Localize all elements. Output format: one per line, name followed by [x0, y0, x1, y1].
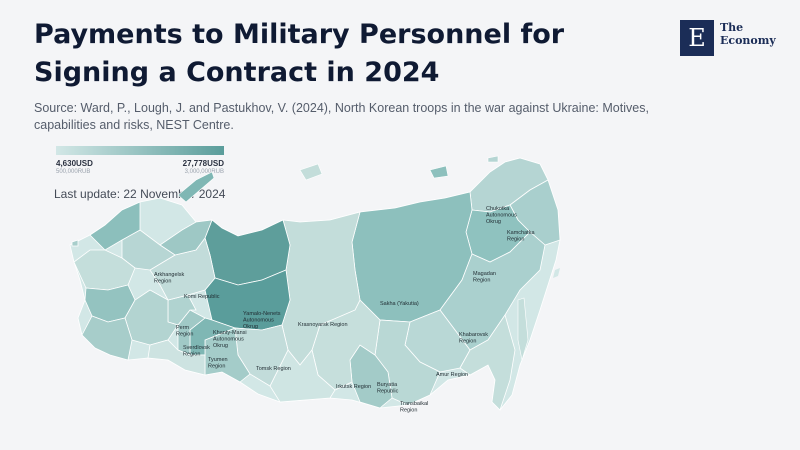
label-komi: Komi Republic: [184, 294, 220, 300]
label-yamalo-nenets: Yamalo-Nenets Autonomous Okrug: [243, 311, 282, 330]
novaya-zemlya: [177, 171, 215, 203]
legend-min-label: 4,630USD: [56, 159, 93, 168]
label-arkhangelsk: Arkhangelsk Region: [154, 272, 186, 285]
russia-choropleth-map: Chukotka Autonomous Okrug Kamchatka Regi…: [0, 150, 800, 450]
label-khabarovsk: Khabarovsk Region: [459, 332, 490, 345]
label-chukotka: Chukotka Autonomous Okrug: [486, 206, 518, 225]
color-legend: 4,630USD 27,778USD 500,000RUB 3,000,000R…: [56, 146, 224, 176]
new-siberian-islands: [429, 165, 449, 179]
logo-line-2: Economy: [720, 34, 776, 47]
logo-line-1: The: [720, 21, 744, 34]
region-primorye: [459, 314, 516, 411]
region-kaliningrad: [71, 239, 79, 247]
label-transbaikal: Transbaikal Region: [400, 401, 430, 414]
legend-max-sublabel: 3,000,000RUB: [184, 169, 224, 175]
region-karelia-murmansk: [89, 201, 141, 251]
legend-min-sublabel: 500,000RUB: [56, 169, 91, 175]
page-title: Payments to Military Personnel for Signi…: [34, 19, 565, 88]
wrangel-island: [487, 155, 499, 163]
label-magadan: Magadan Region: [473, 271, 497, 284]
legend-gradient-bar: [56, 146, 224, 155]
severnaya-zemlya: [299, 163, 323, 181]
label-perm: Perm Region: [176, 325, 193, 338]
source-note: Source: Ward, P., Lough, J. and Pastukho…: [34, 101, 649, 132]
region-nenets: [159, 219, 213, 256]
label-buryatia: Buryatia Republic: [377, 382, 399, 395]
the-economy-logo: E The Economy: [680, 20, 780, 58]
region-volga: [124, 289, 179, 346]
label-amur: Amur Region: [436, 372, 468, 378]
logo-wordmark: The Economy: [720, 21, 780, 47]
kuril-islands: [553, 268, 560, 278]
label-tyumen: Tyumen Region: [208, 357, 229, 370]
label-sakha: Sakha (Yakutia): [380, 301, 419, 307]
sakhalin-island: [517, 297, 529, 361]
map-svg: Chukotka Autonomous Okrug Kamchatka Regi…: [69, 155, 561, 414]
label-khanty-mansi: Khanty-Mansi Autonomous Okrug: [213, 330, 248, 349]
label-irkutsk: Irkutsk Region: [336, 384, 371, 390]
map-labels: Chukotka Autonomous Okrug Kamchatka Regi…: [154, 206, 536, 414]
region-tuva-altai: [269, 349, 336, 403]
region-south: [81, 315, 133, 361]
label-tomsk: Tomsk Region: [256, 366, 291, 372]
label-krasnoyarsk: Krasnoyarsk Region: [298, 322, 348, 328]
region-orenburg-chelyabinsk: [147, 339, 206, 376]
logo-mark: E: [680, 20, 714, 56]
region-novosibirsk-omsk: [204, 327, 251, 383]
legend-max-label: 27,778USD: [182, 159, 224, 168]
label-sverdlovsk: Sverdlovsk Region: [183, 345, 211, 358]
label-kamchatka: Kamchatka Region: [507, 230, 536, 243]
